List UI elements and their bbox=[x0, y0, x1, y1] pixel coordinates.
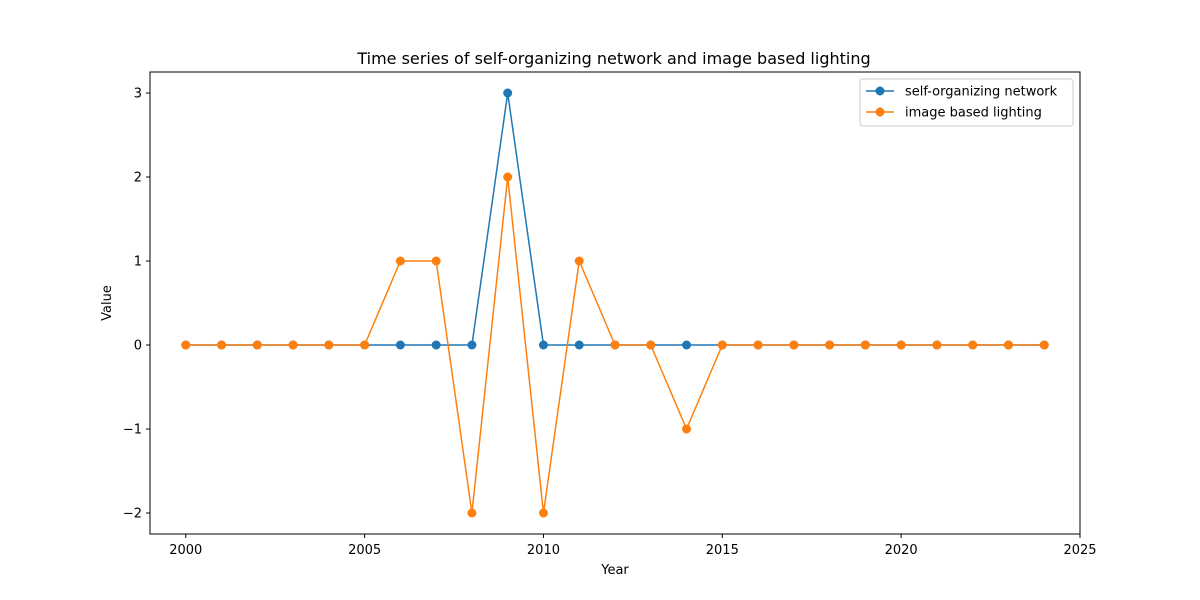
legend-box bbox=[859, 78, 1074, 127]
data-point bbox=[431, 340, 441, 350]
data-point bbox=[395, 340, 405, 350]
y-axis: −2 −1 0 1 2 3 bbox=[123, 87, 150, 522]
data-point bbox=[574, 256, 584, 266]
chart-title: Time series of self-organizing network a… bbox=[356, 49, 870, 68]
data-point bbox=[395, 256, 405, 266]
x-tick-label: 2025 bbox=[1063, 543, 1096, 558]
data-point bbox=[717, 340, 727, 350]
legend-label: self-organizing network bbox=[905, 85, 1058, 100]
series-2 bbox=[181, 172, 1049, 518]
data-point bbox=[682, 340, 692, 350]
data-point bbox=[860, 340, 870, 350]
data-point bbox=[538, 508, 548, 518]
x-axis: 2000 2005 2010 2015 2020 2025 bbox=[169, 534, 1097, 558]
legend-marker bbox=[875, 107, 885, 117]
y-tick-label: 3 bbox=[134, 87, 142, 102]
y-tick-label: 0 bbox=[134, 339, 142, 354]
plot-area-frame bbox=[149, 71, 1081, 535]
y-tick-label: 1 bbox=[134, 255, 142, 270]
data-point bbox=[217, 340, 227, 350]
data-point bbox=[682, 424, 692, 434]
x-tick-label: 2010 bbox=[527, 543, 560, 558]
data-point bbox=[503, 88, 513, 98]
series-1 bbox=[181, 88, 1049, 350]
data-point bbox=[467, 508, 477, 518]
data-point bbox=[467, 340, 477, 350]
x-tick-label: 2000 bbox=[169, 543, 202, 558]
y-tick-label: 2 bbox=[134, 171, 142, 186]
data-point bbox=[825, 340, 835, 350]
data-point bbox=[181, 340, 191, 350]
x-axis-label: Year bbox=[600, 563, 629, 578]
data-point bbox=[932, 340, 942, 350]
data-point bbox=[503, 172, 513, 182]
data-point bbox=[1039, 340, 1049, 350]
x-tick-label: 2015 bbox=[706, 543, 739, 558]
x-tick-label: 2005 bbox=[348, 543, 381, 558]
series-line bbox=[185, 92, 1045, 346]
legend-label: image based lighting bbox=[905, 106, 1042, 121]
data-point bbox=[574, 340, 584, 350]
series-layer bbox=[181, 88, 1049, 518]
legend: self-organizing network image based light… bbox=[859, 78, 1074, 127]
data-point bbox=[538, 340, 548, 350]
data-point bbox=[324, 340, 334, 350]
y-axis-label: Value bbox=[100, 285, 115, 321]
legend-marker bbox=[875, 86, 885, 96]
data-point bbox=[789, 340, 799, 350]
data-point bbox=[753, 340, 763, 350]
y-tick-label: −2 bbox=[123, 507, 142, 522]
data-point bbox=[431, 256, 441, 266]
data-point bbox=[896, 340, 906, 350]
x-tick-label: 2020 bbox=[885, 543, 918, 558]
data-point bbox=[646, 340, 656, 350]
data-point bbox=[360, 340, 370, 350]
data-point bbox=[610, 340, 620, 350]
y-tick-label: −1 bbox=[123, 423, 142, 438]
data-point bbox=[252, 340, 262, 350]
data-point bbox=[288, 340, 298, 350]
data-point bbox=[968, 340, 978, 350]
data-point bbox=[1003, 340, 1013, 350]
